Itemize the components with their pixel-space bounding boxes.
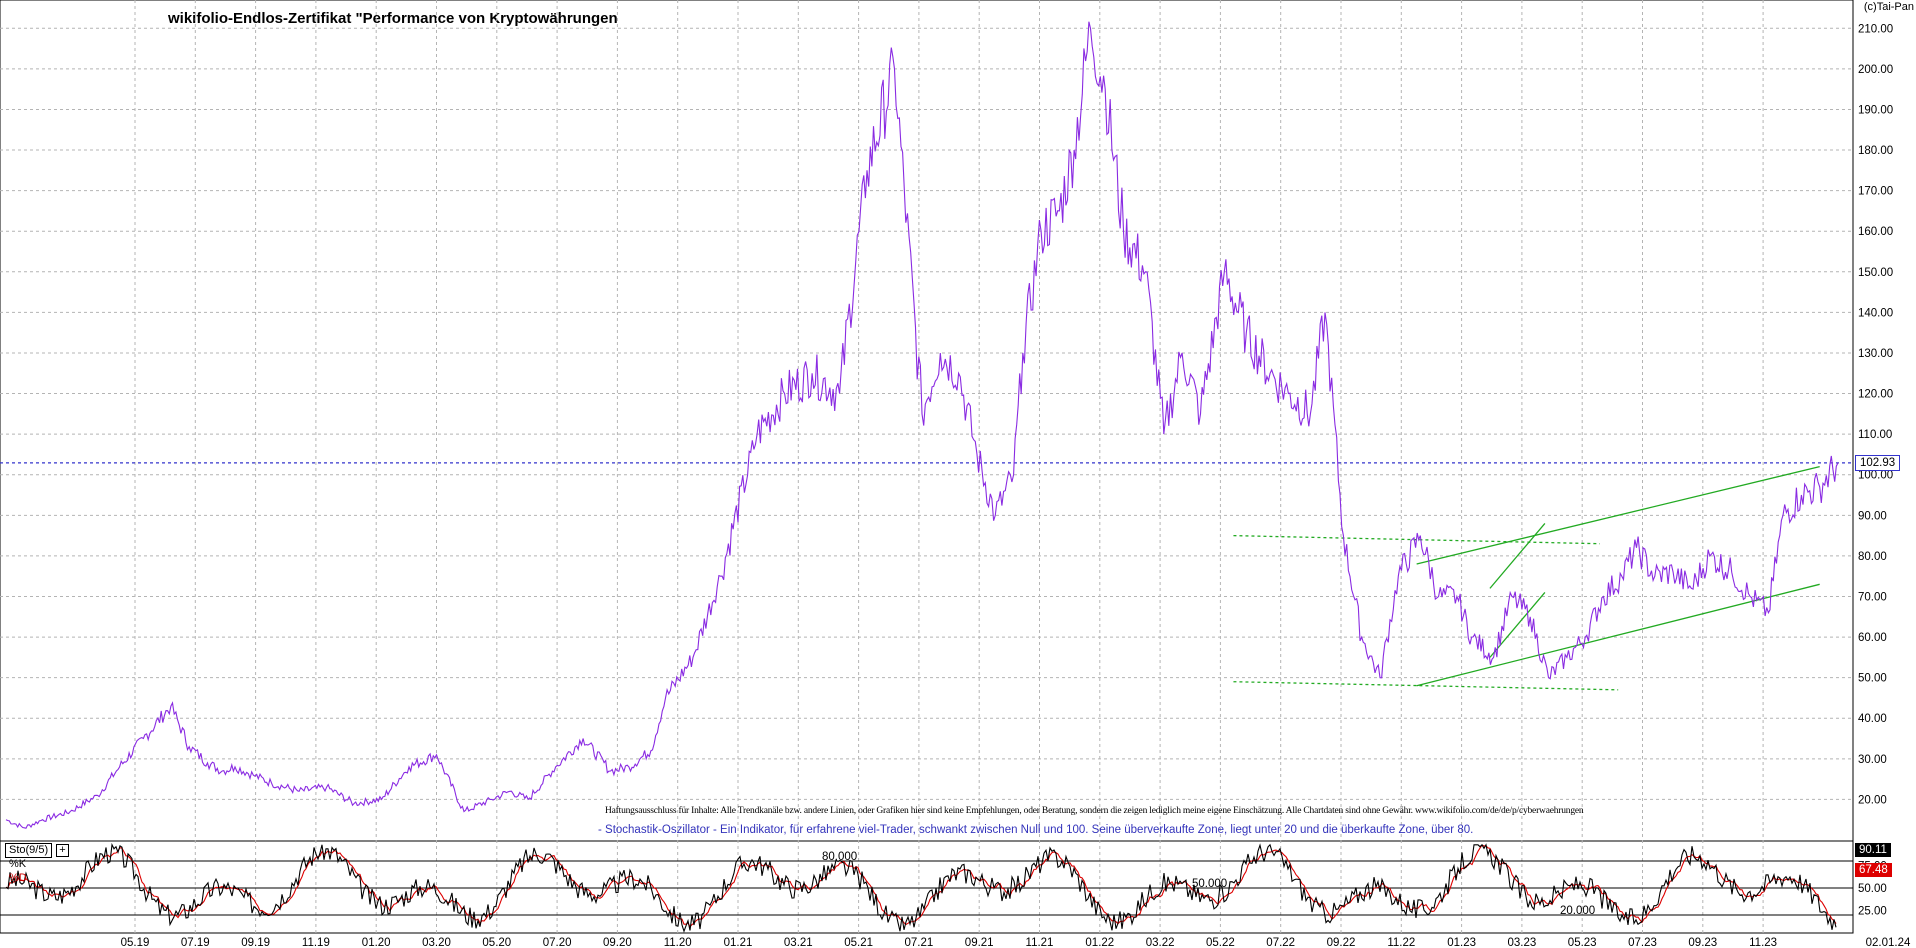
osc-level-label: 50.000 [1192,878,1227,890]
x-tick-label: 03.22 [1146,937,1175,948]
y-tick-label: 40.00 [1858,713,1887,725]
x-tick-label: 09.23 [1688,937,1717,948]
chart-title: wikifolio-Endlos-Zertifikat "Performance… [168,10,618,27]
y-tick-label: 110.00 [1858,429,1892,441]
last-price-tag: 102.93 [1855,454,1901,471]
d-value-tag: 67.48 [1855,863,1892,877]
x-tick-label: 03.23 [1508,937,1537,948]
y-tick-label: 210.00 [1858,23,1893,35]
osc-axis-label: 25.00 [1858,906,1887,918]
x-tick-label-last: 02.01.24 [1866,937,1911,948]
indicator-description: - Stochastik-Oszillator - Ein Indikator,… [598,824,1474,836]
y-tick-label: 80.00 [1858,551,1887,563]
x-tick-label: 01.22 [1085,937,1114,948]
osc-axis-label: 50.00 [1858,883,1887,895]
x-tick-label: 09.22 [1327,937,1356,948]
minor-channel-lower [1489,592,1546,658]
channel-upper-line [1416,465,1820,565]
x-tick-label: 03.21 [784,937,813,948]
osc-level-label: 20.000 [1560,905,1595,917]
k-value-tag: 90.11 [1855,843,1891,857]
y-tick-label: 70.00 [1858,591,1887,603]
x-tick-label: 11.20 [664,937,692,948]
x-tick-label: 11.19 [302,937,330,948]
resistance-line-dashed [1233,534,1600,545]
k-line-label: %K [9,858,27,870]
y-tick-label: 160.00 [1858,226,1893,238]
x-tick-label: 05.19 [121,937,150,948]
k-line [5,842,1837,933]
x-tick-label: 05.22 [1206,937,1235,948]
x-tick-label: 05.21 [844,937,873,948]
x-tick-label: 07.23 [1628,937,1657,948]
x-tick-label: 11.22 [1387,937,1415,948]
price-series [5,21,1839,829]
x-tick-label: 01.21 [724,937,753,948]
minor-channel-upper [1489,523,1546,589]
y-tick-label: 200.00 [1858,64,1893,76]
y-tick-label: 180.00 [1858,145,1893,157]
disclaimer-text: Haftungsausschluss für Inhalte: Alle Tre… [605,806,1584,816]
y-tick-label: 60.00 [1858,632,1887,644]
osc-level-label: 80.000 [822,851,857,863]
y-tick-label: 140.00 [1858,307,1893,319]
y-tick-label: 150.00 [1858,267,1893,279]
x-tick-label: 09.21 [965,937,994,948]
x-tick-label: 09.19 [241,937,270,948]
x-tick-label: 07.22 [1266,937,1295,948]
d-line-label: %D [9,872,27,884]
x-tick-label: 03.20 [422,937,451,948]
y-tick-label: 20.00 [1858,794,1887,806]
x-tick-label: 11.21 [1026,937,1054,948]
x-tick-label: 07.21 [905,937,934,948]
y-tick-label: 100.00 [1858,470,1893,482]
x-tick-label: 05.23 [1568,937,1597,948]
x-tick-label: 01.23 [1447,937,1476,948]
trend-lines [1233,465,1820,691]
x-tick-label: 07.20 [543,937,572,948]
y-tick-label: 120.00 [1858,389,1893,401]
add-indicator-button[interactable]: + [56,844,69,857]
y-tick-label: 130.00 [1858,348,1893,360]
date-axis: 05.19 07.19 09.19 11.19 01.20 03.20 05.20 07.20… [121,937,1911,948]
copyright-label: (c)Tai-Pan [1863,1,1914,13]
x-tick-label: 07.19 [181,937,210,948]
y-tick-label: 50.00 [1858,673,1887,685]
x-tick-label: 11.23 [1749,937,1777,948]
y-tick-label: 30.00 [1858,754,1887,766]
price-line [5,21,1839,829]
oscillator-label: Sto(9/5) [5,843,53,858]
y-tick-label: 190.00 [1858,104,1893,116]
price-axis: 20.00 30.00 40.00 50.00 60.00 70.00 80.00 90.00… [1858,23,1893,806]
x-tick-label: 05.20 [482,937,511,948]
grid [0,0,1854,934]
support-line-dashed [1233,681,1619,691]
y-tick-label: 170.00 [1858,186,1893,198]
y-tick-label: 90.00 [1858,510,1887,522]
x-tick-label: 09.20 [603,937,632,948]
plot-frame [0,0,1854,934]
x-tick-label: 01.20 [362,937,391,948]
